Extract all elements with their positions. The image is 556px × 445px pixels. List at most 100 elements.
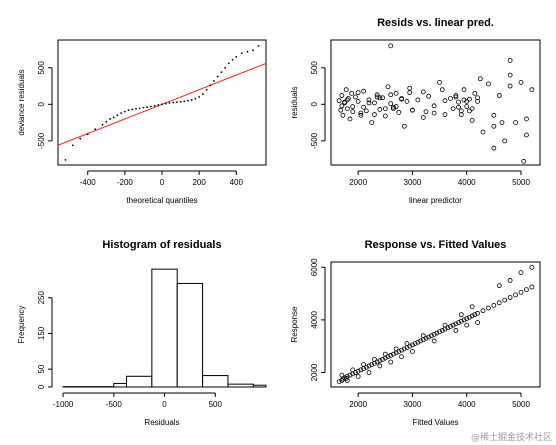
plot-frame [57, 39, 267, 166]
data-point [518, 79, 524, 85]
chart-title: Histogram of residuals [102, 239, 221, 251]
data-point [529, 284, 535, 290]
data-point [342, 100, 347, 106]
data-point [344, 97, 350, 103]
data-point [475, 95, 480, 101]
data-point [358, 110, 364, 116]
data-point [491, 123, 497, 129]
data-point [142, 106, 145, 109]
y-tick-label: 4000 [310, 310, 319, 328]
x-tick-label: 4000 [458, 178, 476, 187]
data-point [213, 80, 215, 82]
data-point [183, 100, 186, 103]
data-point [410, 107, 415, 113]
data-point [355, 374, 361, 379]
data-point [472, 312, 478, 318]
data-point [464, 99, 470, 104]
data-point [382, 113, 388, 119]
data-point [127, 109, 130, 112]
data-point [423, 335, 429, 341]
data-point [388, 43, 394, 49]
data-point [445, 325, 451, 331]
data-point [513, 120, 518, 126]
data-point [464, 322, 470, 328]
y-axis-label: deviance residuals [17, 69, 26, 135]
data-point [369, 120, 375, 126]
data-point [393, 90, 399, 96]
data-point [429, 333, 434, 339]
data-point [407, 343, 413, 349]
y-axis-label: Frequency [17, 306, 26, 344]
y-tick-label: -500 [37, 132, 46, 149]
data-point [64, 158, 67, 161]
data-point [393, 104, 399, 109]
data-point [458, 312, 464, 318]
data-point [407, 85, 413, 91]
data-point [448, 324, 453, 329]
y-tick-label: -500 [310, 132, 319, 149]
x-tick-label: 2000 [349, 178, 367, 187]
data-point [372, 100, 377, 106]
data-point [79, 137, 82, 140]
data-point [420, 333, 426, 339]
data-point [187, 99, 189, 102]
data-point [131, 108, 134, 111]
data-point [412, 341, 418, 346]
data-point [380, 95, 385, 101]
data-point [458, 112, 464, 117]
data-point [469, 313, 475, 319]
data-point [420, 89, 426, 95]
y-tick-label: 0 [37, 102, 46, 107]
data-point [377, 363, 383, 369]
data-point [339, 372, 345, 378]
data-point [369, 362, 375, 368]
data-point [350, 367, 356, 373]
data-point [347, 372, 353, 378]
data-point [453, 93, 459, 98]
data-point [518, 289, 524, 295]
data-point [401, 123, 407, 129]
data-point [190, 99, 193, 101]
data-point [175, 101, 178, 104]
x-tick-label: 400 [230, 178, 244, 187]
data-point [399, 96, 404, 101]
x-tick-label: 3000 [404, 400, 422, 409]
data-point [366, 100, 372, 106]
data-point [344, 378, 350, 383]
data-point [439, 87, 445, 93]
data-point [164, 102, 167, 105]
data-point [467, 108, 472, 114]
x-tick-label: 200 [192, 178, 206, 187]
data-point [358, 367, 364, 373]
panel-top-right: Resids vs. linear pred.2000 3000 4000 5000l… [290, 17, 541, 205]
data-point [355, 90, 361, 96]
x-axis-label: Fitted Values [412, 418, 458, 427]
data-point [431, 331, 437, 337]
data-point [475, 310, 480, 316]
data-point [407, 90, 413, 96]
data-point [252, 49, 254, 52]
histogram-bar [151, 268, 178, 388]
data-point [382, 106, 388, 112]
data-point [391, 351, 396, 357]
data-point [198, 96, 201, 98]
x-tick-label: -500 [106, 400, 123, 409]
data-point [524, 116, 529, 122]
data-point [491, 145, 497, 151]
data-point [480, 308, 486, 314]
histogram-bar [202, 375, 229, 388]
data-point [431, 110, 437, 116]
data-point [116, 114, 119, 117]
data-point [475, 320, 480, 325]
data-point [353, 94, 358, 100]
data-point [338, 107, 344, 113]
data-point [179, 100, 182, 103]
x-tick-label: 5000 [512, 178, 530, 187]
data-point [120, 112, 123, 114]
y-tick-label: 2000 [310, 363, 319, 381]
data-point [458, 318, 464, 324]
data-point [461, 87, 467, 93]
data-point [469, 118, 475, 123]
y-axis-label: Response [290, 306, 299, 343]
